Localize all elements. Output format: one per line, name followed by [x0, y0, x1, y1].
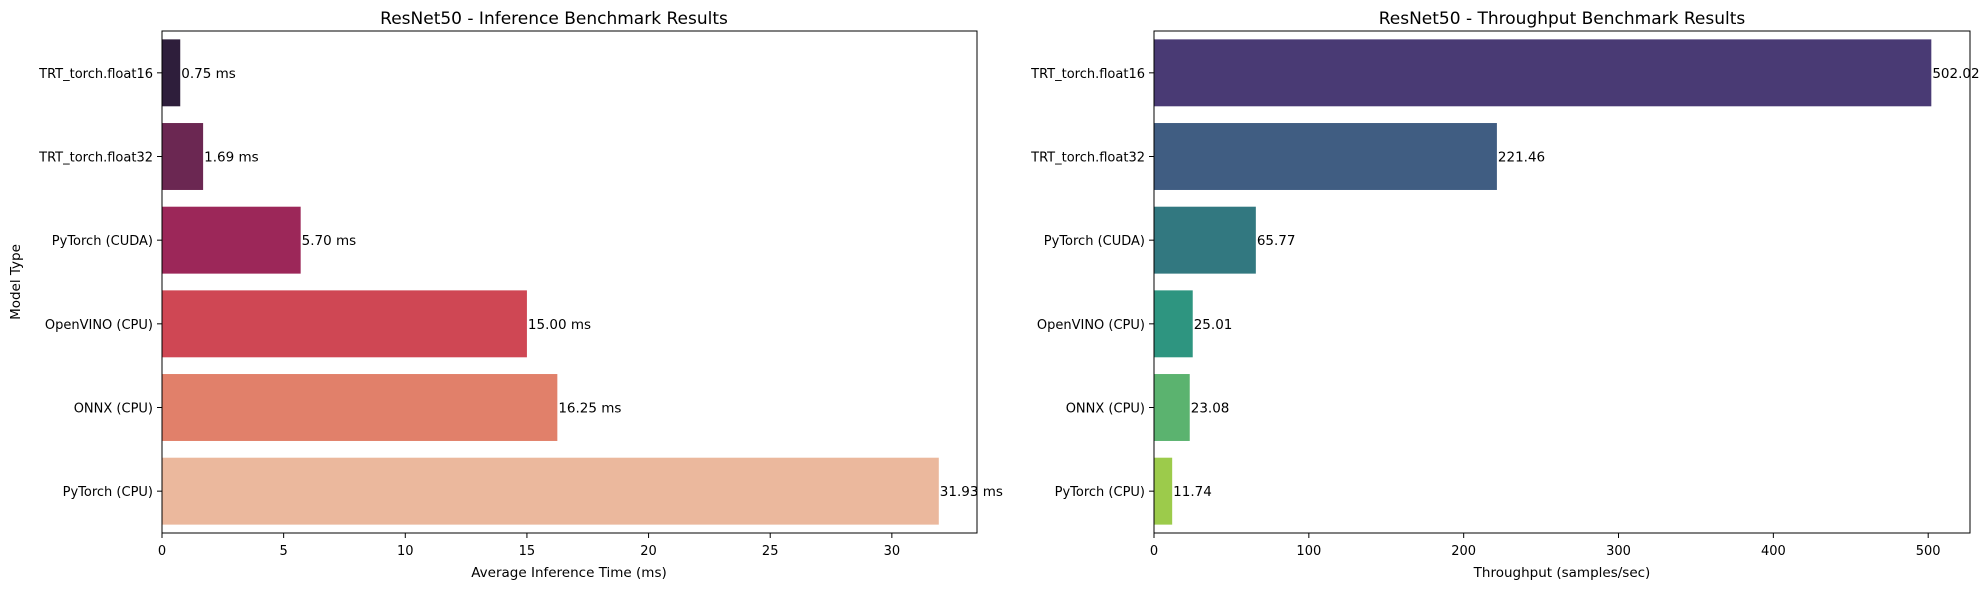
throughput-chart-title: ResNet50 - Throughput Benchmark Results: [1379, 9, 1746, 29]
throughput-data-label-onnx-cpu: 23.08: [1191, 401, 1230, 417]
inference-y-tick-label-trt-torch-float16: TRT_torch.float16: [38, 67, 153, 82]
inference-y-tick-label-pytorch-cpu: PyTorch (CPU): [63, 485, 153, 500]
inference-chart-title: ResNet50 - Inference Benchmark Results: [380, 9, 728, 29]
inference-bar-trt-torch-float32: [162, 123, 204, 190]
throughput-bar-openvino-cpu: [1154, 290, 1193, 358]
inference-x-tick-label: 0: [158, 544, 166, 559]
throughput-chart: ResNet50 - Throughput Benchmark Results …: [1030, 9, 1979, 581]
throughput-x-tick-label: 400: [1761, 544, 1786, 559]
throughput-data-label-pytorch-cuda: 65.77: [1257, 233, 1296, 249]
throughput-data-label-trt-torch-float32: 221.46: [1498, 150, 1545, 166]
throughput-bars: 502.02 221.46 65.77 25.01 23.08 11.74: [1154, 39, 1980, 525]
inference-y-tick-label-pytorch-cuda: PyTorch (CUDA): [52, 234, 153, 249]
inference-data-label-openvino-cpu: 15.00 ms: [528, 317, 591, 333]
throughput-y-tick-label-trt-torch-float16: TRT_torch.float16: [1030, 67, 1145, 82]
inference-x-tick-label: 15: [519, 544, 536, 559]
inference-bar-pytorch-cuda: [162, 206, 301, 274]
inference-x-tick-label: 5: [280, 544, 288, 559]
inference-data-label-pytorch-cuda: 5.70 ms: [302, 233, 357, 249]
throughput-bar-pytorch-cuda: [1154, 206, 1256, 274]
throughput-bar-onnx-cpu: [1154, 374, 1190, 441]
inference-data-label-onnx-cpu: 16.25 ms: [558, 401, 621, 417]
inference-x-axis-label: Average Inference Time (ms): [471, 565, 667, 581]
inference-x-tick-label: 20: [640, 544, 657, 559]
inference-y-tick-label-openvino-cpu: OpenVINO (CPU): [45, 318, 153, 333]
inference-data-label-trt-torch-float32: 1.69 ms: [204, 150, 259, 166]
throughput-data-label-openvino-cpu: 25.01: [1194, 317, 1233, 333]
throughput-bar-pytorch-cpu: [1154, 457, 1173, 525]
throughput-plot-frame: [1153, 30, 1971, 534]
throughput-y-tick-label-onnx-cpu: ONNX (CPU): [1066, 402, 1145, 417]
throughput-y-tick-label-openvino-cpu: OpenVINO (CPU): [1037, 318, 1145, 333]
throughput-x-tick-label: 0: [1150, 544, 1158, 559]
throughput-x-axis-label: Throughput (samples/sec): [1473, 565, 1651, 581]
throughput-x-tick-label: 300: [1606, 544, 1631, 559]
throughput-bar-trt-torch-float16: [1154, 39, 1932, 107]
inference-y-tick-label-onnx-cpu: ONNX (CPU): [74, 402, 153, 417]
inference-bar-openvino-cpu: [162, 290, 527, 358]
inference-chart: ResNet50 - Inference Benchmark Results 0…: [8, 9, 1003, 581]
throughput-x-tick-label: 100: [1296, 544, 1321, 559]
inference-x-tick-label: 10: [397, 544, 414, 559]
throughput-data-label-trt-torch-float16: 502.02: [1932, 66, 1979, 82]
throughput-x-tick-label: 200: [1451, 544, 1476, 559]
inference-y-axis-label: Model Type: [8, 244, 24, 320]
inference-data-label-trt-torch-float16: 0.75 ms: [181, 66, 236, 82]
inference-x-tick-label: 25: [762, 544, 779, 559]
inference-bar-pytorch-cpu: [162, 457, 939, 525]
throughput-bar-trt-torch-float32: [1154, 123, 1497, 190]
inference-bar-trt-torch-float16: [162, 39, 181, 107]
inference-data-label-pytorch-cpu: 31.93 ms: [940, 484, 1003, 500]
inference-y-tick-labels: TRT_torch.float16 TRT_torch.float32 PyTorc…: [38, 67, 162, 500]
throughput-x-tick-label: 500: [1916, 544, 1941, 559]
inference-bars: 0.75 ms 1.69 ms 5.70 ms 15.00 ms 16.25 ms 31.…: [162, 39, 1003, 525]
inference-bar-onnx-cpu: [162, 374, 558, 441]
throughput-y-tick-label-trt-torch-float32: TRT_torch.float32: [1030, 151, 1145, 166]
throughput-y-tick-label-pytorch-cuda: PyTorch (CUDA): [1044, 234, 1145, 249]
throughput-y-tick-labels: TRT_torch.float16 TRT_torch.float32 PyTorc…: [1030, 67, 1154, 500]
inference-y-tick-label-trt-torch-float32: TRT_torch.float32: [38, 151, 153, 166]
throughput-data-label-pytorch-cpu: 11.74: [1173, 484, 1212, 500]
throughput-x-ticks: 0 100 200 300 400 500: [1150, 533, 1941, 559]
inference-x-tick-label: 30: [884, 544, 901, 559]
inference-x-ticks: 0 5 10 15 20 25 30: [158, 533, 900, 559]
inference-plot-frame: [161, 30, 978, 534]
throughput-y-tick-label-pytorch-cpu: PyTorch (CPU): [1055, 485, 1145, 500]
